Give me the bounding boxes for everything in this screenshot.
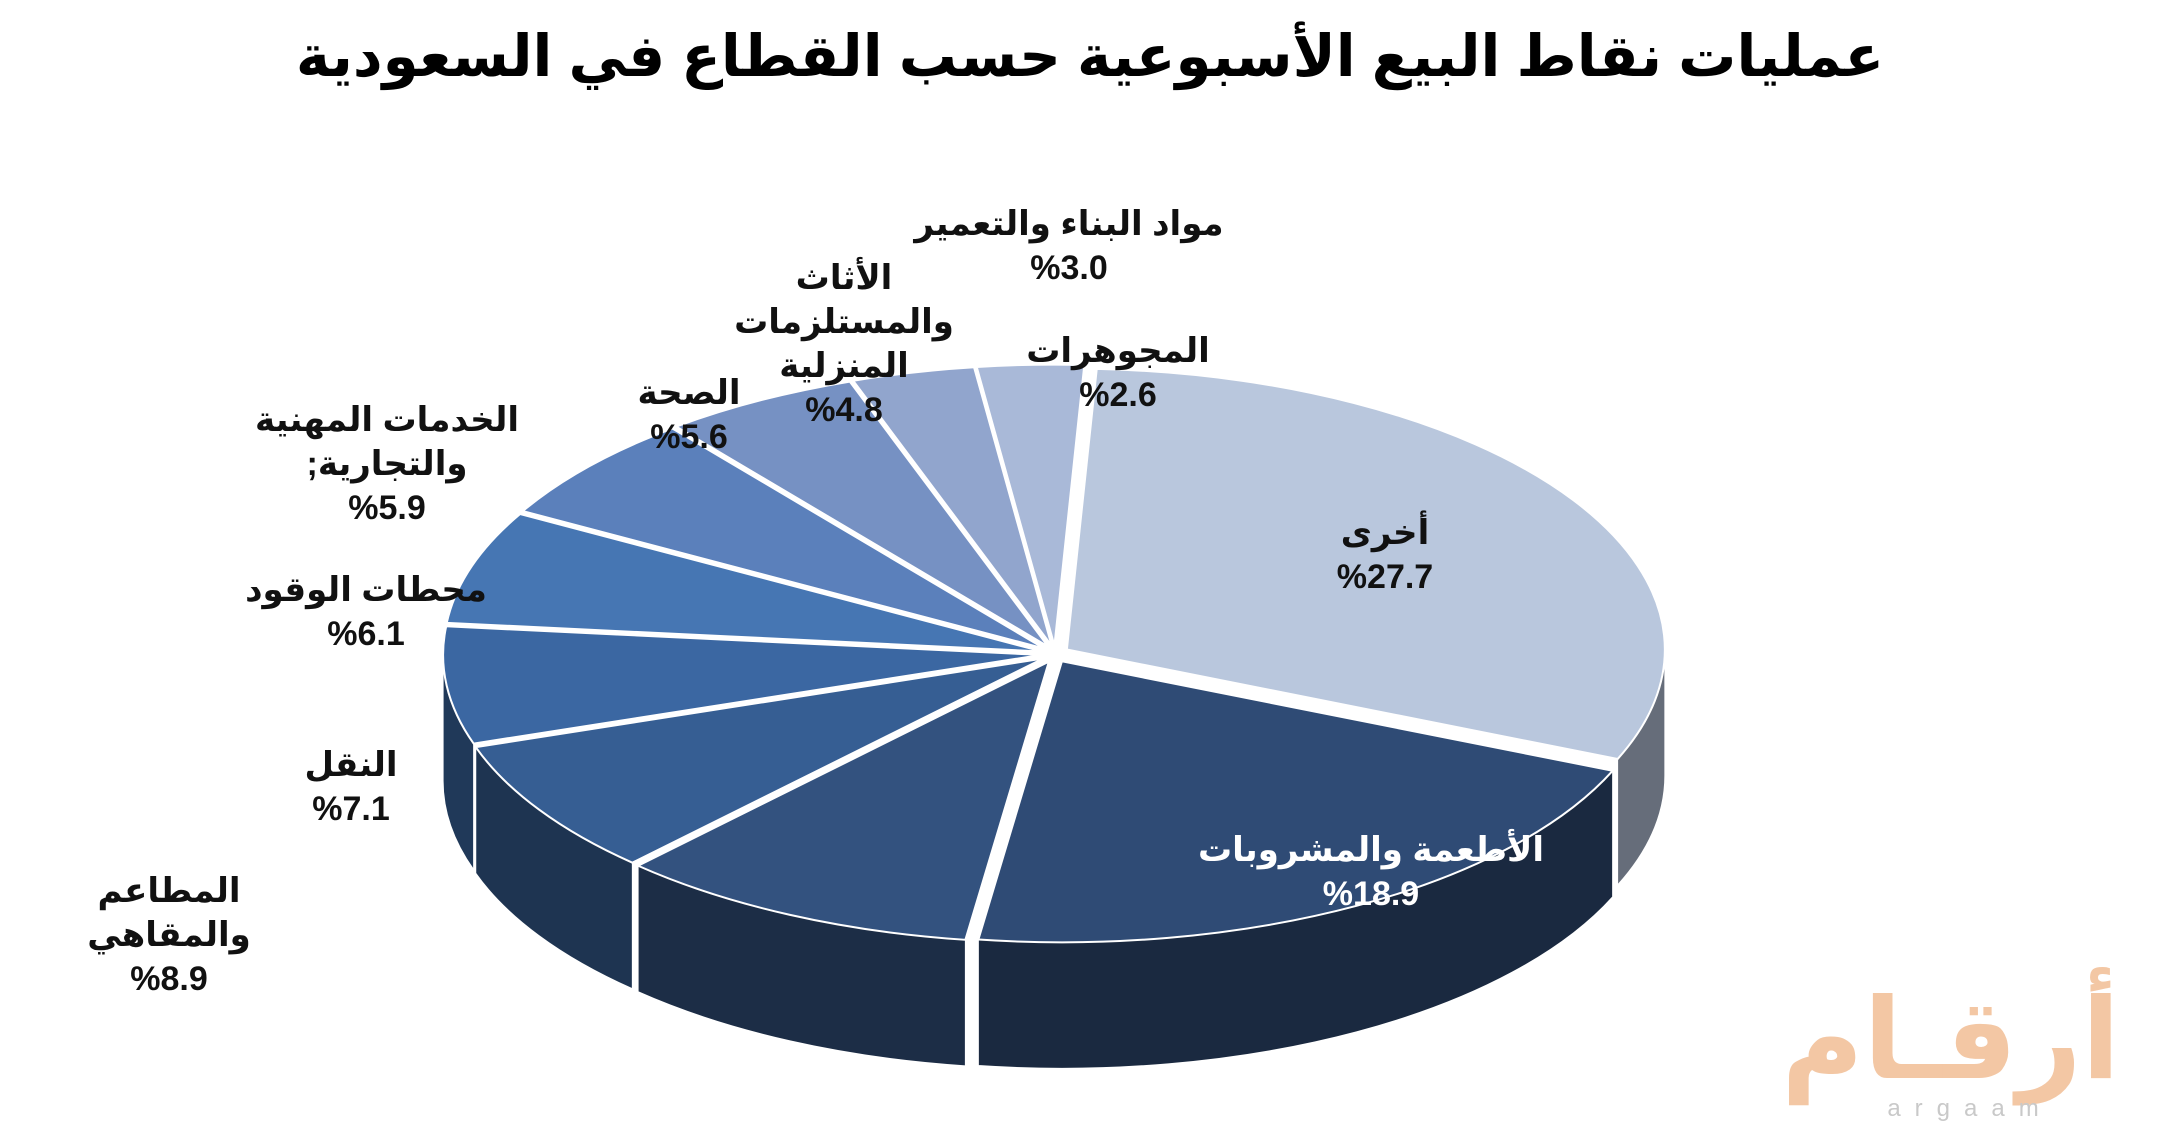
category-label: الأثاث والمستلزمات المنزلية <box>734 259 954 385</box>
category-label: محطات الوقود <box>245 571 487 609</box>
data-label: الأطعمة والمشروبات %18.9 <box>1161 828 1581 916</box>
category-label: الأطعمة والمشروبات <box>1198 831 1544 869</box>
data-label: النقل %7.1 <box>251 743 451 831</box>
value-label: %5.9 <box>348 489 426 527</box>
data-label: محطات الوقود %6.1 <box>216 568 516 656</box>
category-label: أخرى <box>1340 514 1430 552</box>
value-label: %3.0 <box>1030 249 1108 287</box>
value-label: %4.8 <box>805 391 883 429</box>
data-label: الأثاث والمستلزمات المنزلية %4.8 <box>684 256 1004 432</box>
value-label: %2.6 <box>1079 376 1157 414</box>
slice <box>520 427 1045 650</box>
chart-title: عمليات نقاط البيع الأسبوعية حسب القطاع ف… <box>295 24 1885 89</box>
data-label: المطاعم والمقاهي %8.9 <box>84 869 254 1001</box>
category-label: المجوهرات <box>1026 332 1210 370</box>
category-label: النقل <box>304 746 398 784</box>
slice <box>445 512 1042 653</box>
value-label: %6.1 <box>327 615 405 653</box>
value-label: %27.7 <box>1336 558 1434 596</box>
value-label: %5.6 <box>650 418 728 456</box>
logo-arabic: أرقـام <box>1781 977 2120 1102</box>
value-label: %18.9 <box>1322 875 1420 913</box>
slice <box>673 380 1050 648</box>
data-label: الصحة %5.6 <box>589 371 789 459</box>
slice <box>975 363 1086 646</box>
data-label: الخدمات المهنية والتجارية; %5.9 <box>237 398 537 530</box>
logo-latin: argaam <box>1887 1095 2053 1122</box>
category-label: مواد البناء والتعمير <box>914 205 1224 243</box>
category-label: الخدمات المهنية والتجارية; <box>254 401 520 483</box>
category-label: المطاعم والمقاهي <box>87 872 251 954</box>
value-label: %7.1 <box>312 790 390 828</box>
slice <box>473 657 1044 864</box>
slice <box>635 659 1051 941</box>
data-label: أخرى %27.7 <box>1205 511 1565 599</box>
slice <box>1065 367 1666 761</box>
data-label: المجوهرات %2.6 <box>988 329 1248 417</box>
slice <box>977 660 1615 944</box>
slice <box>442 625 1042 745</box>
slice <box>851 366 1053 647</box>
data-label: مواد البناء والتعمير %3.0 <box>899 202 1239 290</box>
value-label: %8.9 <box>130 960 208 998</box>
category-label: الصحة <box>637 374 741 412</box>
